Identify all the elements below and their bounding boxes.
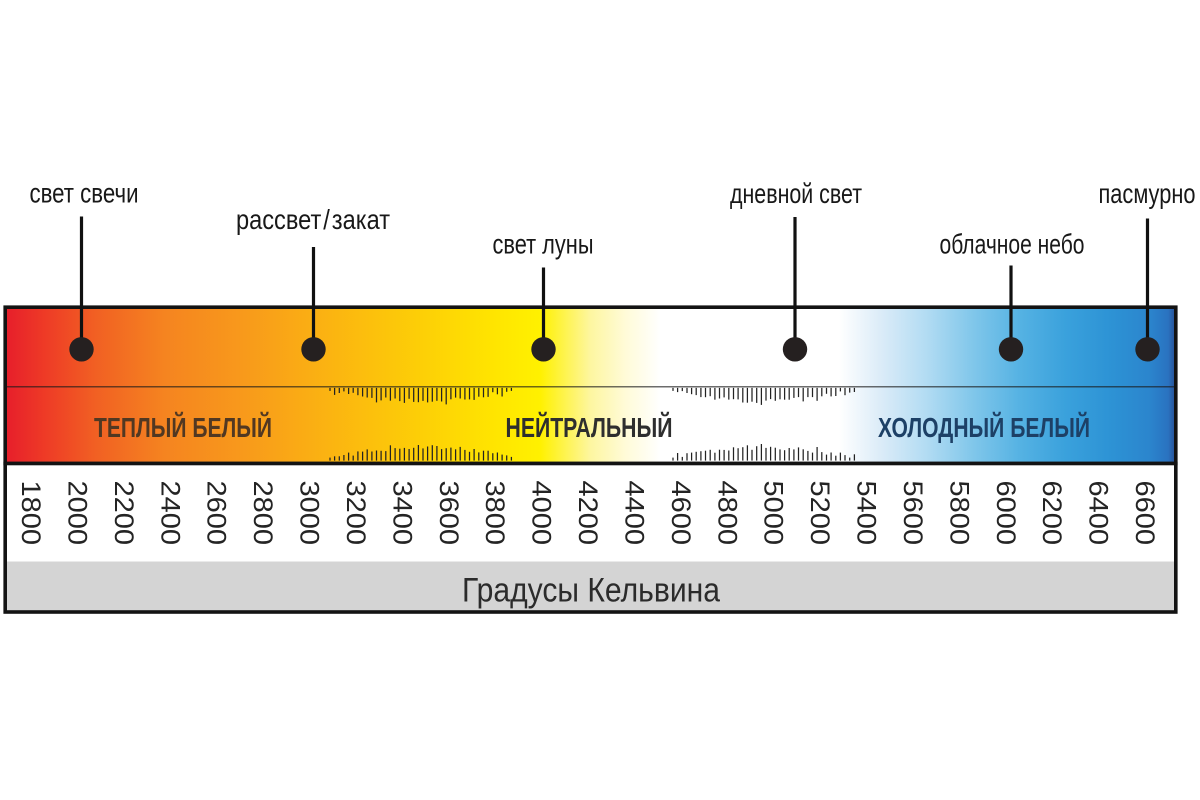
svg-text:3400: 3400 xyxy=(387,481,417,546)
svg-text:6000: 6000 xyxy=(991,481,1021,546)
svg-text:4800: 4800 xyxy=(712,481,742,546)
svg-text:3200: 3200 xyxy=(341,481,371,546)
svg-text:ТЕПЛЫЙ БЕЛЫЙ: ТЕПЛЫЙ БЕЛЫЙ xyxy=(94,411,272,443)
svg-text:4200: 4200 xyxy=(573,481,603,546)
svg-text:ХОЛОДНЫЙ БЕЛЫЙ: ХОЛОДНЫЙ БЕЛЫЙ xyxy=(878,411,1090,443)
svg-text:Градусы Кельвина: Градусы Кельвина xyxy=(462,572,721,610)
svg-text:свет свечи: свет свечи xyxy=(30,178,139,209)
svg-text:3600: 3600 xyxy=(434,481,464,546)
svg-text:6400: 6400 xyxy=(1084,481,1114,546)
svg-text:6600: 6600 xyxy=(1130,481,1160,546)
svg-text:5000: 5000 xyxy=(759,481,789,546)
svg-text:4600: 4600 xyxy=(666,481,696,546)
svg-text:6200: 6200 xyxy=(1037,481,1067,546)
svg-text:4000: 4000 xyxy=(527,481,557,546)
svg-text:3800: 3800 xyxy=(480,481,510,546)
svg-text:5800: 5800 xyxy=(944,481,974,546)
svg-text:облачное небо: облачное небо xyxy=(940,229,1085,260)
svg-text:2400: 2400 xyxy=(155,481,185,546)
svg-text:1800: 1800 xyxy=(16,481,46,546)
svg-text:5600: 5600 xyxy=(898,481,928,546)
svg-text:рассвет / закат: рассвет / закат xyxy=(236,204,390,235)
svg-text:2600: 2600 xyxy=(202,481,232,546)
svg-text:НЕЙТРАЛЬНЫЙ: НЕЙТРАЛЬНЫЙ xyxy=(506,411,673,443)
svg-text:свет луны: свет луны xyxy=(493,229,594,260)
svg-text:5400: 5400 xyxy=(852,481,882,546)
svg-text:2000: 2000 xyxy=(62,481,92,546)
svg-text:3000: 3000 xyxy=(295,481,325,546)
svg-text:дневной свет: дневной свет xyxy=(730,178,862,209)
svg-text:пасмурно: пасмурно xyxy=(1099,178,1196,209)
svg-text:4400: 4400 xyxy=(620,481,650,546)
svg-text:5200: 5200 xyxy=(805,481,835,546)
svg-text:2200: 2200 xyxy=(109,481,139,546)
svg-text:2800: 2800 xyxy=(248,481,278,546)
